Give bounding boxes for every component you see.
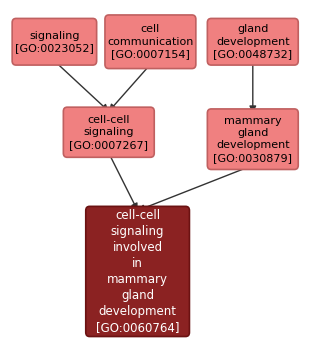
FancyBboxPatch shape: [12, 18, 97, 65]
Text: cell-cell
signaling
involved
in
mammary
gland
development
[GO:0060764]: cell-cell signaling involved in mammary …: [96, 209, 179, 334]
Text: mammary
gland
development
[GO:0030879]: mammary gland development [GO:0030879]: [213, 116, 292, 163]
Text: gland
development
[GO:0048732]: gland development [GO:0048732]: [213, 24, 292, 59]
Text: cell
communication
[GO:0007154]: cell communication [GO:0007154]: [107, 24, 194, 59]
FancyBboxPatch shape: [105, 15, 196, 69]
FancyBboxPatch shape: [207, 18, 298, 65]
FancyBboxPatch shape: [207, 109, 298, 169]
FancyBboxPatch shape: [86, 206, 189, 337]
Text: cell-cell
signaling
[GO:0007267]: cell-cell signaling [GO:0007267]: [69, 115, 148, 150]
FancyBboxPatch shape: [63, 107, 154, 157]
Text: signaling
[GO:0023052]: signaling [GO:0023052]: [15, 31, 94, 53]
